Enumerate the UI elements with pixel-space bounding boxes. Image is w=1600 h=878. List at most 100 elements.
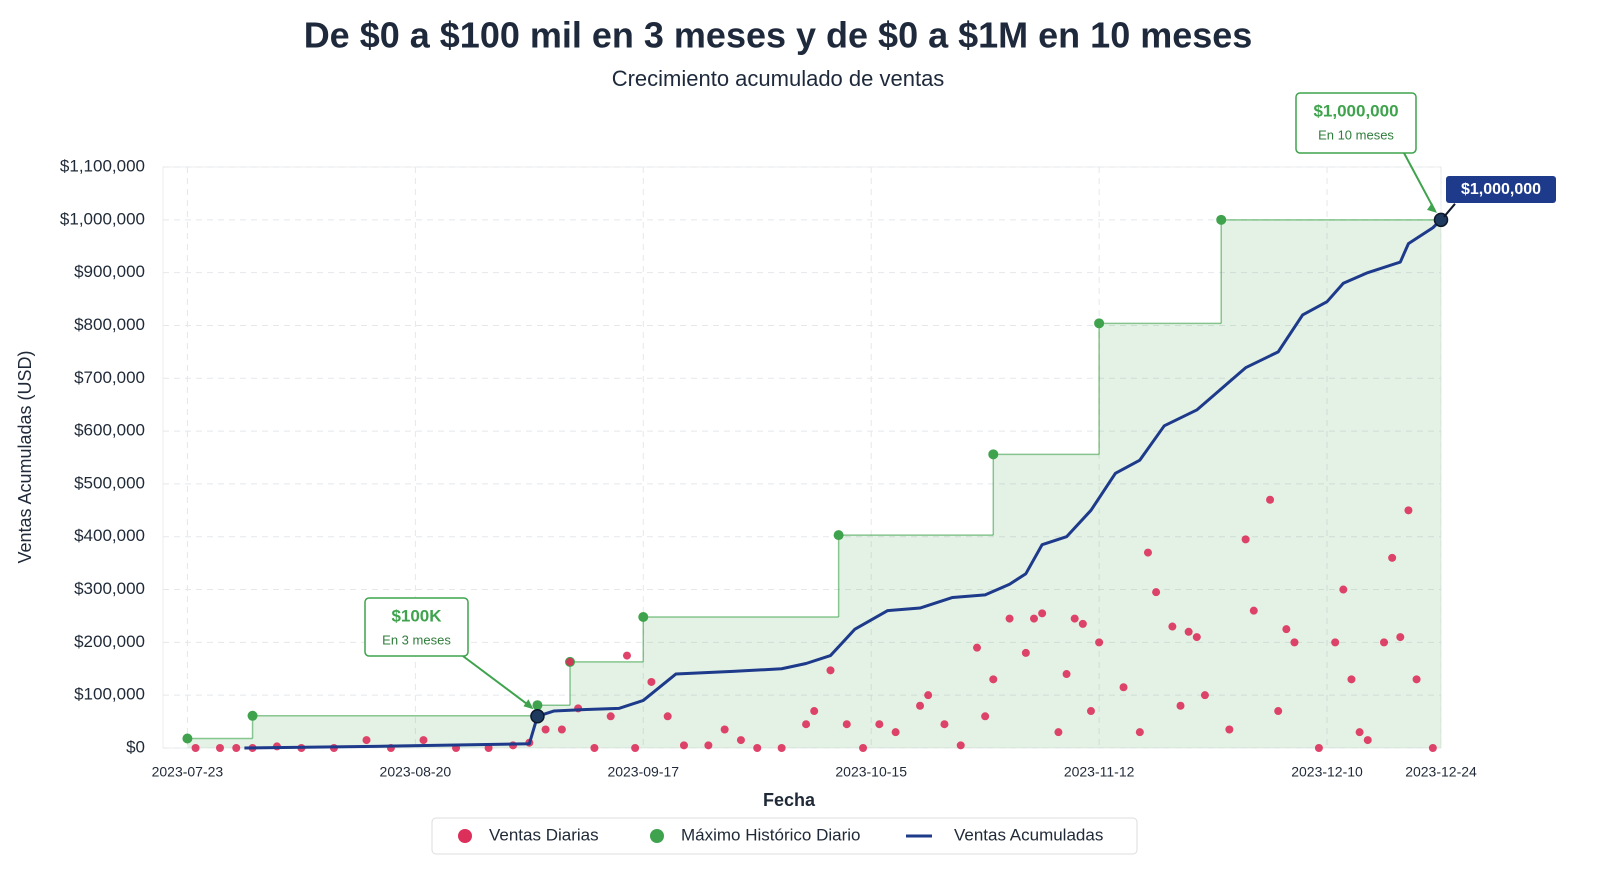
daily-point: [916, 701, 925, 710]
daily-point: [631, 744, 640, 752]
daily-point: [956, 741, 965, 750]
y-tick-label: $100,000: [74, 685, 145, 704]
daily-point: [1339, 585, 1348, 594]
daily-point: [647, 677, 656, 686]
y-axis-label: Ventas Acumuladas (USD): [15, 350, 35, 563]
daily-point: [826, 666, 835, 675]
y-tick-label: $300,000: [74, 579, 145, 598]
daily-point: [1331, 638, 1340, 647]
x-tick-label: 2023-11-12: [1064, 764, 1135, 780]
daily-point: [622, 651, 631, 660]
x-tick-label: 2023-07-23: [152, 764, 224, 780]
daily-point: [1363, 736, 1372, 745]
cumulative-line: [244, 218, 1443, 750]
daily-point: [875, 720, 884, 729]
daily-point: [1095, 638, 1104, 647]
daily-point: [981, 712, 990, 721]
daily-point: [1428, 744, 1437, 752]
max-point: [1216, 214, 1227, 225]
y-tick-label: $1,100,000: [60, 156, 145, 175]
daily-point: [232, 744, 241, 752]
x-axis-label: Fecha: [763, 790, 816, 810]
daily-point: [1062, 670, 1071, 679]
daily-point: [1388, 553, 1397, 562]
daily-point: [1119, 683, 1128, 692]
daily-point: [973, 643, 982, 652]
max-point: [182, 733, 193, 744]
legend-label: Ventas Diarias: [489, 825, 599, 844]
daily-point: [590, 744, 599, 752]
daily-point: [1021, 648, 1030, 657]
daily-point: [419, 736, 428, 745]
max-point: [1094, 318, 1105, 329]
daily-point: [1225, 725, 1234, 734]
legend-box: [431, 817, 1138, 855]
y-tick-label: $800,000: [74, 315, 145, 334]
daily-point: [802, 720, 811, 729]
max-point: [532, 700, 543, 711]
x-tick-label: 2023-08-20: [380, 764, 452, 780]
daily-point: [1176, 701, 1185, 710]
daily-point: [1249, 606, 1258, 615]
x-tick-label: 2023-09-17: [607, 764, 679, 780]
daily-point: [1412, 675, 1421, 684]
legend-label: Ventas Acumuladas: [954, 825, 1103, 844]
daily-point: [777, 744, 786, 752]
y-tick-label: $400,000: [74, 526, 145, 545]
max-area: [187, 219, 1441, 748]
daily-point: [842, 720, 851, 729]
daily-point: [679, 741, 688, 750]
daily-point: [557, 725, 566, 734]
annotation-title: $1,000,000: [1313, 101, 1398, 120]
daily-point: [1347, 675, 1356, 684]
max-point: [833, 530, 844, 541]
daily-point: [606, 712, 615, 721]
daily-point: [1152, 588, 1161, 597]
daily-point: [753, 744, 762, 752]
end-label-box: [1446, 176, 1556, 203]
daily-point: [663, 712, 672, 721]
daily-point: [1355, 728, 1364, 737]
daily-point: [1380, 638, 1389, 647]
daily-point: [1054, 728, 1063, 737]
daily-point: [541, 725, 550, 734]
milestone-marker: [530, 709, 545, 724]
annotation-text: En 10 meses: [1318, 127, 1394, 142]
y-tick-label: $900,000: [74, 262, 145, 281]
max-point: [638, 612, 649, 623]
daily-point: [1314, 744, 1323, 752]
max-point: [988, 449, 999, 460]
daily-point: [989, 675, 998, 684]
daily-point: [1070, 614, 1079, 623]
end-label-pointer: [1443, 203, 1456, 218]
daily-point: [720, 725, 729, 734]
annotation-arrow: [462, 655, 533, 709]
arrow-head: [1427, 202, 1437, 213]
annotation-box: [364, 597, 469, 657]
legend-swatch: [458, 829, 472, 843]
daily-point: [1396, 633, 1405, 642]
y-tick-label: $700,000: [74, 368, 145, 387]
y-tick-label: $600,000: [74, 421, 145, 440]
chart-title: De $0 a $100 mil en 3 meses y de $0 a $1…: [304, 15, 1253, 56]
daily-point: [1078, 619, 1087, 628]
daily-point: [566, 657, 575, 666]
annotation-arrow: [1403, 152, 1436, 212]
max-point: [247, 710, 258, 721]
daily-point: [1241, 535, 1250, 544]
y-tick-label: $1,000,000: [60, 209, 145, 228]
daily-point: [859, 744, 868, 752]
daily-point: [215, 744, 224, 752]
daily-point: [1404, 506, 1413, 515]
daily-point: [1192, 633, 1201, 642]
chart-subtitle: Crecimiento acumulado de ventas: [612, 66, 945, 91]
daily-point: [1168, 622, 1177, 631]
daily-point: [1290, 638, 1299, 647]
daily-point: [704, 741, 713, 750]
legend-label: Máximo Histórico Diario: [681, 825, 860, 844]
end-label: $1,000,000: [1461, 181, 1541, 198]
daily-point: [891, 728, 900, 737]
annotation-box: [1295, 92, 1417, 154]
daily-point: [924, 691, 933, 700]
